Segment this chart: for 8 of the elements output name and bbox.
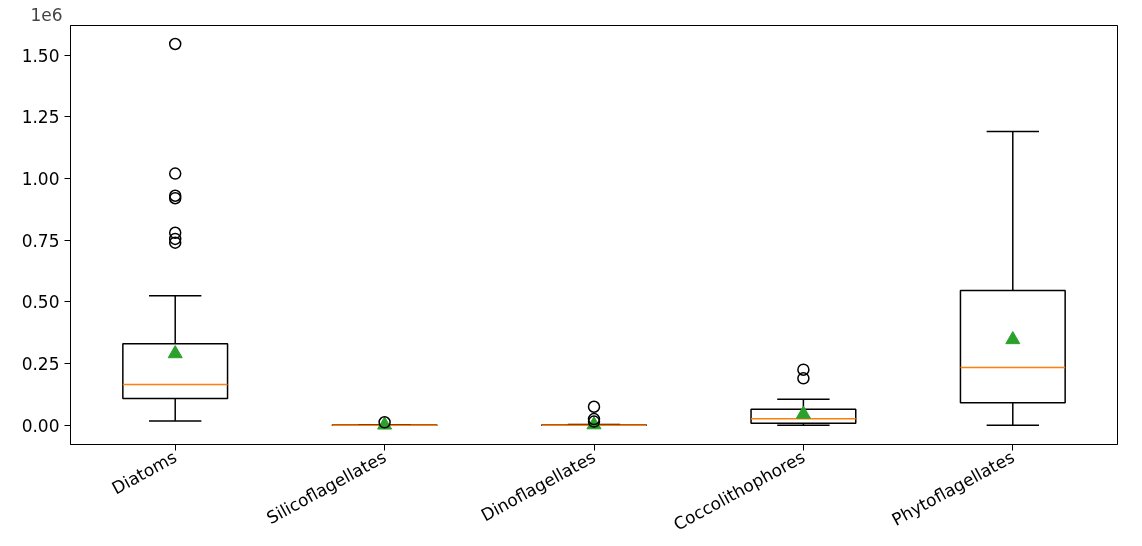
y-tick-label: 1.00 [21, 168, 60, 189]
y-tick-label: 1.25 [21, 107, 60, 128]
y-tick-label: 0.00 [21, 415, 60, 436]
y-tick-label: 1.50 [21, 45, 60, 66]
y-tick-label: 0.25 [21, 354, 60, 375]
y-tick-label: 0.50 [21, 292, 60, 313]
y-tick-label: 0.75 [21, 230, 60, 251]
text: 1e6 [30, 4, 63, 25]
